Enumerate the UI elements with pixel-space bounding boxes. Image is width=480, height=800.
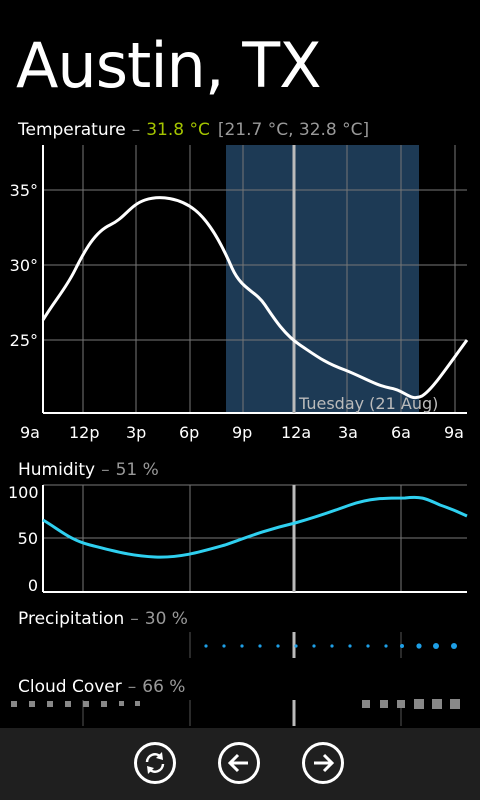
forward-arrow-icon <box>314 753 335 773</box>
forward-button[interactable] <box>302 742 344 784</box>
selection-caption: Tuesday (21 Aug) <box>299 394 439 413</box>
temperature-y-tick: 35° <box>9 181 38 200</box>
humidity-current: 51 % <box>115 460 159 480</box>
temperature-label: Temperature <box>18 120 126 140</box>
humidity-y-tick: 50 <box>17 529 38 548</box>
temperature-header: Temperature –31.8 °C [21.7 °C, 32.8 °C] <box>18 120 369 140</box>
humidity-y-tick: 0 <box>27 576 38 595</box>
cloud-cover-current: 66 % <box>142 677 186 697</box>
cloud-cover-squares <box>11 699 460 709</box>
temperature-y-tick: 25° <box>9 331 38 350</box>
temperature-grid <box>43 145 467 413</box>
back-arrow-icon <box>227 753 248 773</box>
precipitation-dots <box>204 643 457 649</box>
humidity-grid <box>43 484 467 592</box>
precipitation-header: Precipitation –30 % <box>18 609 188 629</box>
precipitation-label: Precipitation <box>18 609 125 629</box>
precipitation-current: 30 % <box>144 609 188 629</box>
time-x-tick: 9a <box>20 423 40 442</box>
time-x-tick: 3a <box>338 423 358 442</box>
time-x-tick: 12p <box>69 423 100 442</box>
cloud-cover-label: Cloud Cover <box>18 677 122 697</box>
refresh-icon <box>145 752 165 774</box>
cloud-cover-header: Cloud Cover –66 % <box>18 677 185 697</box>
selection-band <box>226 145 419 413</box>
separator-dash: – <box>131 120 141 140</box>
temperature-y-tick: 30° <box>9 256 38 275</box>
temperature-current: 31.8 °C <box>146 120 210 140</box>
temperature-line <box>41 196 469 400</box>
separator-dash: – <box>127 677 137 697</box>
time-x-tick: 3p <box>126 423 147 442</box>
time-x-tick: 6a <box>391 423 411 442</box>
separator-dash: – <box>130 609 139 629</box>
time-x-tick: 9a <box>444 423 464 442</box>
back-button[interactable] <box>218 742 260 784</box>
humidity-label: Humidity <box>18 460 96 480</box>
time-x-tick: 9p <box>232 423 253 442</box>
humidity-header: Humidity –51 % <box>18 460 159 480</box>
app-bar <box>0 728 480 800</box>
separator-dash: – <box>101 460 110 480</box>
humidity-y-tick: 100 <box>8 483 39 502</box>
humidity-line <box>42 495 468 559</box>
temperature-range: [21.7 °C, 32.8 °C] <box>217 120 370 140</box>
city-title: Austin, TX <box>16 29 322 102</box>
time-x-tick: 6p <box>179 423 200 442</box>
time-x-tick: 12a <box>281 423 312 442</box>
refresh-button[interactable] <box>134 742 176 784</box>
cloud-cover-grid <box>82 700 402 726</box>
